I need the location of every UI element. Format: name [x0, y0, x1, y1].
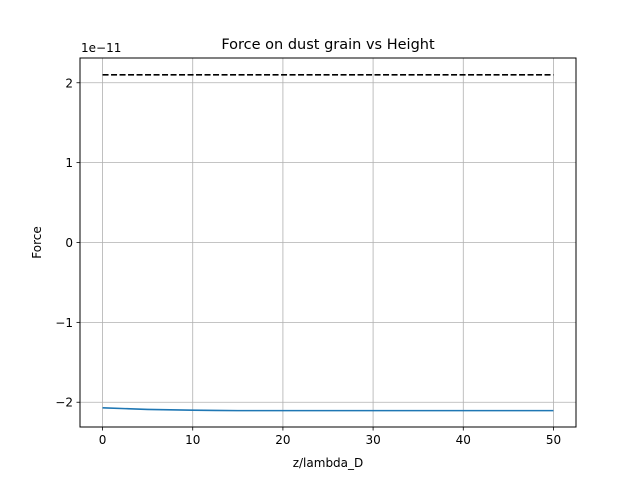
x-tick-label: 0 [99, 433, 107, 447]
axis-ticks: 0 10 20 30 40 50 −2 −1 0 1 2 [55, 76, 561, 447]
force-series-line [102, 407, 554, 412]
y-tick-label: −1 [55, 316, 73, 330]
y-offset-text: 1e−11 [81, 41, 121, 55]
y-tick-label: 1 [65, 156, 73, 170]
x-tick-label: 30 [365, 433, 380, 447]
x-axis-label: z/lambda_D [293, 456, 364, 470]
y-tick-label: 2 [65, 76, 73, 90]
y-axis-label: Force [30, 226, 44, 258]
y-tick-label: 0 [65, 236, 73, 250]
plot-lines [102, 73, 554, 412]
x-tick-label: 50 [546, 433, 561, 447]
x-tick-label: 40 [456, 433, 471, 447]
x-tick-label: 10 [185, 433, 200, 447]
chart-title: Force on dust grain vs Height [221, 37, 435, 53]
x-tick-label: 20 [275, 433, 290, 447]
grid-lines [80, 58, 576, 427]
y-tick-label: −2 [55, 396, 73, 410]
